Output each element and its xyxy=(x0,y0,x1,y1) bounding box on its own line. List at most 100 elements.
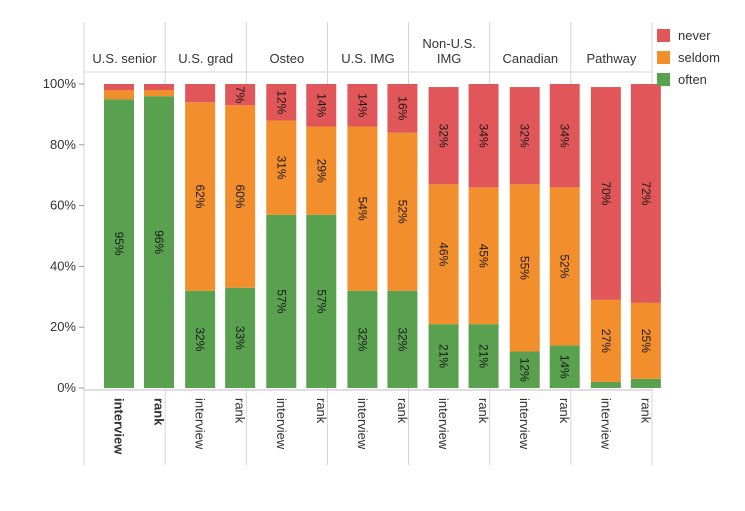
x-category-label: interview xyxy=(355,398,370,450)
legend: never seldom often xyxy=(657,24,720,90)
bar-data-label: 21% xyxy=(477,344,491,368)
y-tick-label: 60% xyxy=(50,198,76,213)
legend-label-never: never xyxy=(678,27,711,43)
x-category-label: rank xyxy=(638,398,653,424)
bar-segment-seldom xyxy=(630,302,661,379)
legend-label-often: often xyxy=(678,71,707,87)
bar-segment-seldom xyxy=(185,102,216,291)
x-category-label: rank xyxy=(557,398,572,424)
bar-data-label: 14% xyxy=(314,93,328,117)
bar-segment-seldom xyxy=(225,105,256,288)
bar-segment-often xyxy=(225,287,256,388)
x-category-label: rank xyxy=(395,398,410,424)
legend-item-often: often xyxy=(657,68,720,90)
bar-data-label: 52% xyxy=(395,200,409,224)
bar-data-label: 7% xyxy=(233,86,247,104)
group-header-label: Pathway xyxy=(586,51,636,66)
bar-segment-often xyxy=(590,381,621,388)
legend-swatch-seldom xyxy=(657,50,670,64)
bar-segment-often xyxy=(104,99,134,388)
bar-segment-often xyxy=(387,290,418,388)
x-category-label: interview xyxy=(517,398,532,450)
bar-segment-never xyxy=(104,84,134,91)
bar-data-label: 60% xyxy=(233,184,247,208)
x-category-label: interview xyxy=(112,398,127,455)
legend-item-seldom: seldom xyxy=(657,46,720,68)
bar-segment-never xyxy=(428,87,459,185)
bar-data-label: 16% xyxy=(395,96,409,120)
y-tick-label: 100% xyxy=(43,76,77,91)
y-tick-label: 40% xyxy=(50,258,76,273)
bar-data-label: 29% xyxy=(314,159,328,183)
bar-data-label: 32% xyxy=(193,327,207,351)
bar-segment-seldom xyxy=(266,120,297,215)
bar-data-label: 25% xyxy=(639,329,653,353)
bar-data-label: 57% xyxy=(314,289,328,313)
bar-data-label: 57% xyxy=(274,289,288,313)
x-category-label: rank xyxy=(476,398,491,424)
bar-segment-seldom xyxy=(428,184,459,325)
bar-data-label: 72% xyxy=(639,181,653,205)
legend-item-never: never xyxy=(657,24,720,46)
bar-data-label: 21% xyxy=(437,344,451,368)
legend-swatch-never xyxy=(657,28,670,42)
bar-segment-often xyxy=(144,96,174,388)
bar-data-label: 45% xyxy=(477,244,491,268)
bar-segment-never xyxy=(387,84,418,133)
bar-data-label: 96% xyxy=(152,230,166,254)
bar-data-label: 27% xyxy=(599,329,613,353)
x-category-label: rank xyxy=(152,398,167,426)
bar-segment-seldom xyxy=(387,132,418,291)
y-tick-label: 20% xyxy=(50,319,76,334)
legend-swatch-often xyxy=(657,72,670,86)
bar-data-label: 12% xyxy=(518,358,532,382)
bar-segment-seldom xyxy=(347,126,378,291)
bar-segment-seldom xyxy=(144,90,174,97)
bar-segment-seldom xyxy=(468,187,499,325)
bar-segment-never xyxy=(225,84,256,106)
bar-data-label: 34% xyxy=(477,124,491,148)
bar-segment-never xyxy=(549,84,580,188)
group-header-label: IMG xyxy=(437,51,462,66)
bar-segment-seldom xyxy=(306,126,337,215)
bar-segment-never xyxy=(468,84,499,188)
bar-data-label: 70% xyxy=(599,181,613,205)
bar-segment-never xyxy=(306,84,337,127)
bar-segment-never xyxy=(144,84,174,91)
group-header-label: Osteo xyxy=(270,51,305,66)
bar-segment-often xyxy=(630,378,661,388)
bar-segment-often xyxy=(266,214,297,388)
bar-segment-never xyxy=(266,84,297,121)
bar-segment-never xyxy=(509,87,540,185)
legend-label-seldom: seldom xyxy=(678,49,720,65)
bar-data-label: 12% xyxy=(274,90,288,114)
group-header-label: U.S. grad xyxy=(178,51,233,66)
bar-data-label: 95% xyxy=(112,232,126,256)
x-category-label: interview xyxy=(274,398,289,450)
bar-data-label: 62% xyxy=(193,184,207,208)
bar-segment-seldom xyxy=(104,90,134,100)
bar-data-label: 31% xyxy=(274,156,288,180)
bar-segment-never xyxy=(185,84,216,103)
x-category-label: interview xyxy=(436,398,451,450)
bar-data-label: 55% xyxy=(518,256,532,280)
bar-segment-seldom xyxy=(590,299,621,382)
bar-data-label: 32% xyxy=(395,327,409,351)
y-tick-label: 0% xyxy=(57,380,76,395)
group-header-label: U.S. IMG xyxy=(341,51,394,66)
bar-segment-often xyxy=(509,351,540,388)
bar-data-label: 46% xyxy=(437,242,451,266)
group-header-label: U.S. senior xyxy=(92,51,157,66)
bar-segment-never xyxy=(630,84,661,303)
bar-segment-seldom xyxy=(549,187,580,346)
bar-segment-often xyxy=(185,290,216,388)
x-category-label: interview xyxy=(598,398,613,450)
bar-data-label: 54% xyxy=(355,197,369,221)
bar-data-label: 33% xyxy=(233,326,247,350)
bar-data-label: 32% xyxy=(437,124,451,148)
bar-segment-often xyxy=(549,345,580,388)
bar-segment-often xyxy=(428,324,459,388)
bar-segment-seldom xyxy=(509,184,540,352)
bar-segment-often xyxy=(306,214,337,388)
